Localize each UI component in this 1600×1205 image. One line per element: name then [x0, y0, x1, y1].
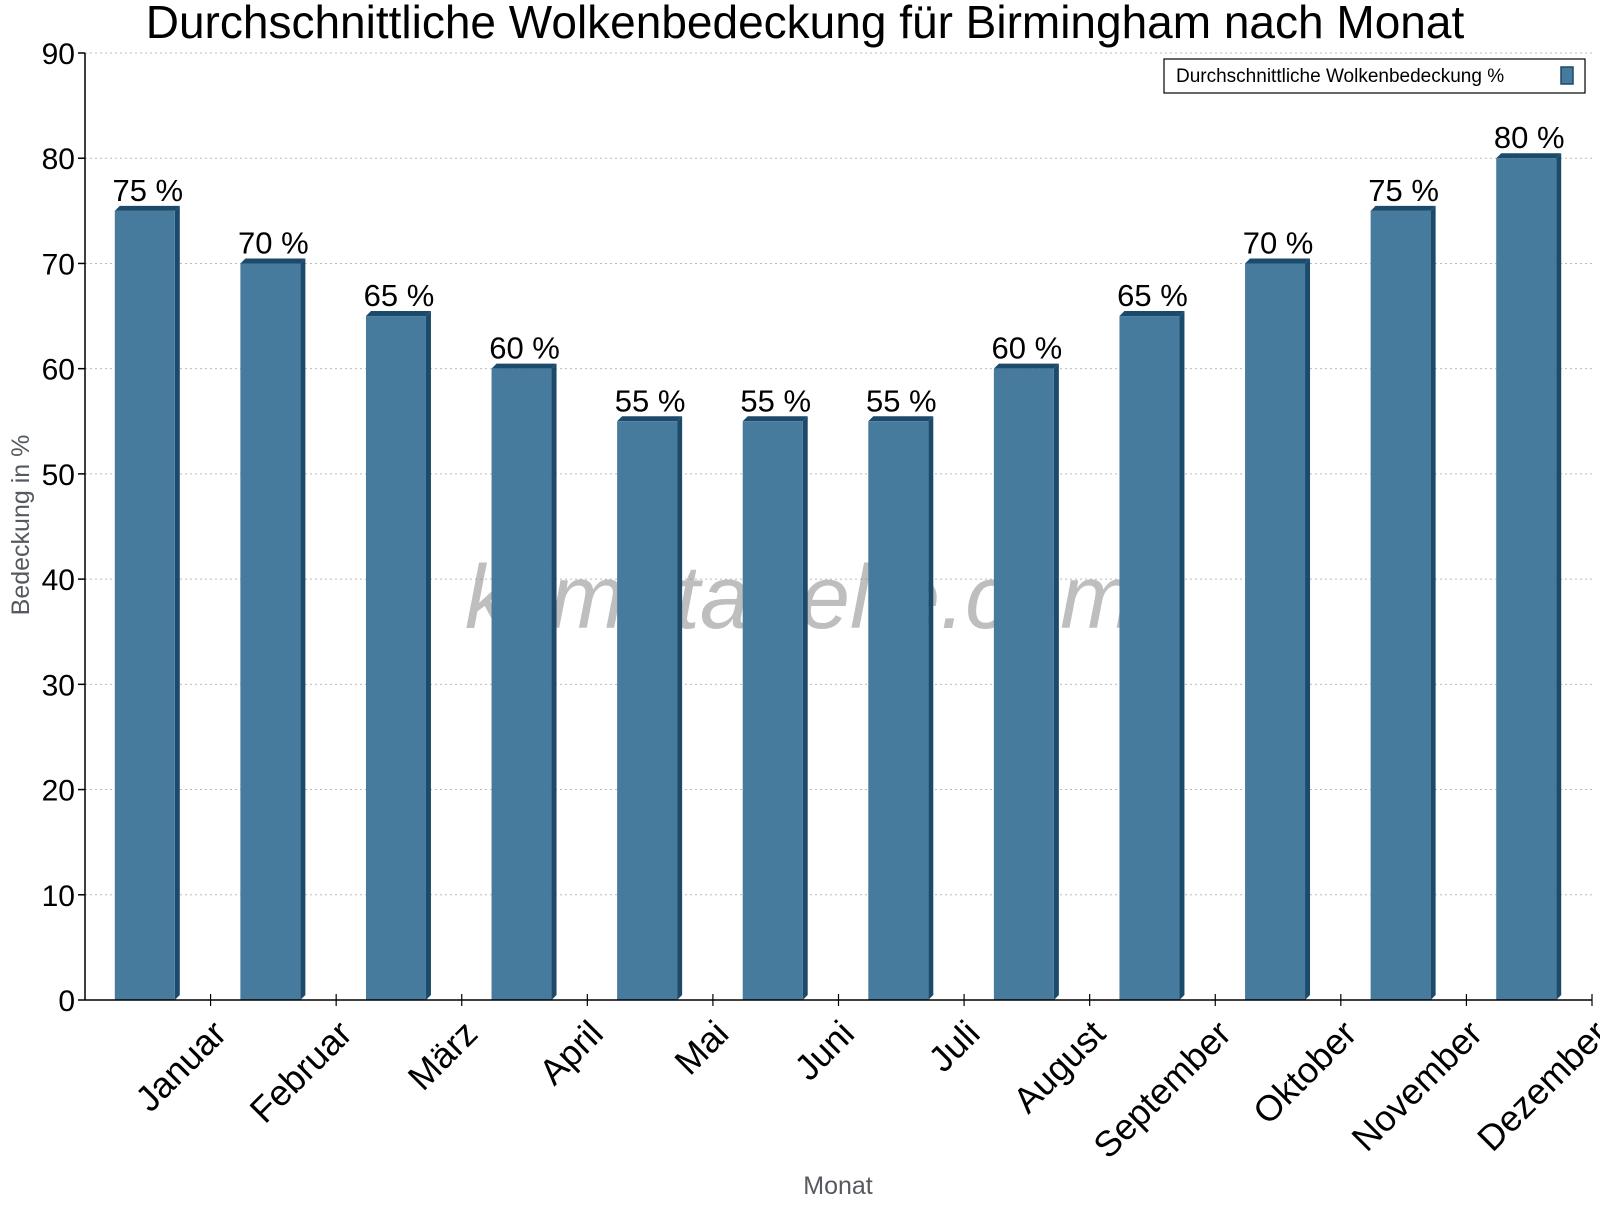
- bar-front: [114, 210, 175, 1001]
- bar-september: [1119, 311, 1185, 1000]
- x-tick-label: Januar: [127, 1012, 234, 1119]
- data-label: 75 %: [112, 173, 183, 208]
- x-tick-label: März: [400, 1012, 486, 1098]
- x-tick-label: Dezember: [1469, 1012, 1600, 1158]
- y-tick-label: 50: [42, 459, 75, 492]
- y-axis-label: Bedeckung in %: [7, 435, 35, 616]
- bar-top: [114, 205, 180, 211]
- data-label: 60 %: [489, 331, 560, 366]
- bar-top: [1496, 153, 1562, 159]
- bar-top: [617, 416, 683, 422]
- x-tick-label: Juni: [786, 1012, 862, 1088]
- bar-top: [1245, 258, 1311, 264]
- bar-top: [742, 416, 808, 422]
- bar-side: [1430, 205, 1436, 1001]
- bar-side: [1179, 311, 1185, 1000]
- bar-side: [425, 311, 431, 1000]
- x-tick-label: Mai: [666, 1012, 736, 1082]
- bar-august: [993, 363, 1059, 1001]
- x-tick-label: Februar: [241, 1012, 359, 1130]
- bar-front: [1119, 316, 1180, 1000]
- y-tick-label: 60: [42, 354, 75, 387]
- y-tick-label: 70: [42, 248, 75, 281]
- y-tick-label: 0: [58, 985, 75, 1018]
- bar-front: [365, 316, 426, 1000]
- y-tick-label: 30: [42, 669, 75, 702]
- chart-title: Durchschnittliche Wolkenbedeckung für Bi…: [146, 0, 1465, 48]
- y-tick-label: 40: [42, 564, 75, 597]
- legend-swatch: [1560, 66, 1574, 85]
- bar-front: [1370, 210, 1431, 1001]
- bar-front: [1496, 158, 1557, 1000]
- x-tick-label: Oktober: [1245, 1012, 1365, 1132]
- data-label: 70 %: [1243, 225, 1314, 260]
- x-tick-labels: Januar Februar März April Mai Juni Juli AugustS…: [127, 1012, 1600, 1166]
- x-tick-label: August: [1005, 1012, 1113, 1120]
- bar-top: [240, 258, 306, 264]
- bar-side: [551, 363, 557, 1001]
- bar-juni: [742, 416, 808, 1000]
- bar-januar: [114, 205, 180, 1001]
- x-tick-label: Juli: [920, 1012, 987, 1079]
- bars: 75 % 70 % 65 % 60 % 55 % 55 % 55 % 60 % 65 % 70 %…: [112, 120, 1565, 1001]
- bar-dezember: [1496, 153, 1562, 1000]
- bar-april: [491, 363, 557, 1001]
- data-label: 65 %: [1117, 278, 1188, 313]
- data-label: 65 %: [364, 278, 435, 313]
- x-tick-label: September: [1085, 1012, 1239, 1166]
- bar-juli: [868, 416, 934, 1000]
- data-label: 55 %: [866, 383, 937, 418]
- bar-side: [300, 258, 306, 1000]
- x-tick-label: April: [531, 1012, 611, 1092]
- x-tick-label: November: [1343, 1012, 1489, 1158]
- bar-märz: [365, 311, 431, 1000]
- data-label: 60 %: [992, 331, 1063, 366]
- bar-front: [491, 368, 552, 1001]
- bar-top: [1119, 311, 1185, 317]
- y-tick-label: 80: [42, 143, 75, 176]
- bar-front: [742, 421, 803, 1000]
- y-tick-label: 90: [42, 38, 75, 71]
- bar-top: [868, 416, 934, 422]
- bar-top: [993, 363, 1059, 369]
- bar-mai: [617, 416, 683, 1000]
- bar-februar: [240, 258, 306, 1000]
- legend-box: [1163, 58, 1586, 94]
- bar-side: [1053, 363, 1059, 1001]
- bar-side: [1305, 258, 1311, 1000]
- bar-front: [240, 263, 301, 1000]
- y-tick-label: 20: [42, 775, 75, 808]
- data-label: 80 %: [1494, 120, 1565, 155]
- bar-oktober: [1245, 258, 1311, 1000]
- bar-top: [1370, 205, 1436, 211]
- bar-top: [491, 363, 557, 369]
- x-axis-label: Monat: [803, 1172, 873, 1200]
- bar-front: [993, 368, 1054, 1001]
- data-label: 75 %: [1368, 173, 1439, 208]
- bar-front: [1245, 263, 1306, 1000]
- grid-lines: [85, 52, 1592, 896]
- data-label: 55 %: [615, 383, 686, 418]
- bar-side: [928, 416, 934, 1000]
- bar-side: [1556, 153, 1562, 1000]
- bar-side: [802, 416, 808, 1000]
- bar-november: [1370, 205, 1436, 1001]
- legend-label: Durchschnittliche Wolkenbedeckung %: [1176, 66, 1504, 87]
- bar-side: [174, 205, 180, 1001]
- y-tick-label: 10: [42, 880, 75, 913]
- axes: [78, 52, 1593, 1006]
- bar-side: [677, 416, 683, 1000]
- data-label: 55 %: [740, 383, 811, 418]
- legend: Durchschnittliche Wolkenbedeckung %: [1163, 58, 1586, 94]
- bar-top: [365, 311, 431, 317]
- y-tick-labels: 0 10 20 30 40 50 60 70 80 90: [42, 38, 75, 1018]
- bar-front: [868, 421, 929, 1000]
- data-label: 70 %: [238, 225, 309, 260]
- bar-front: [617, 421, 678, 1000]
